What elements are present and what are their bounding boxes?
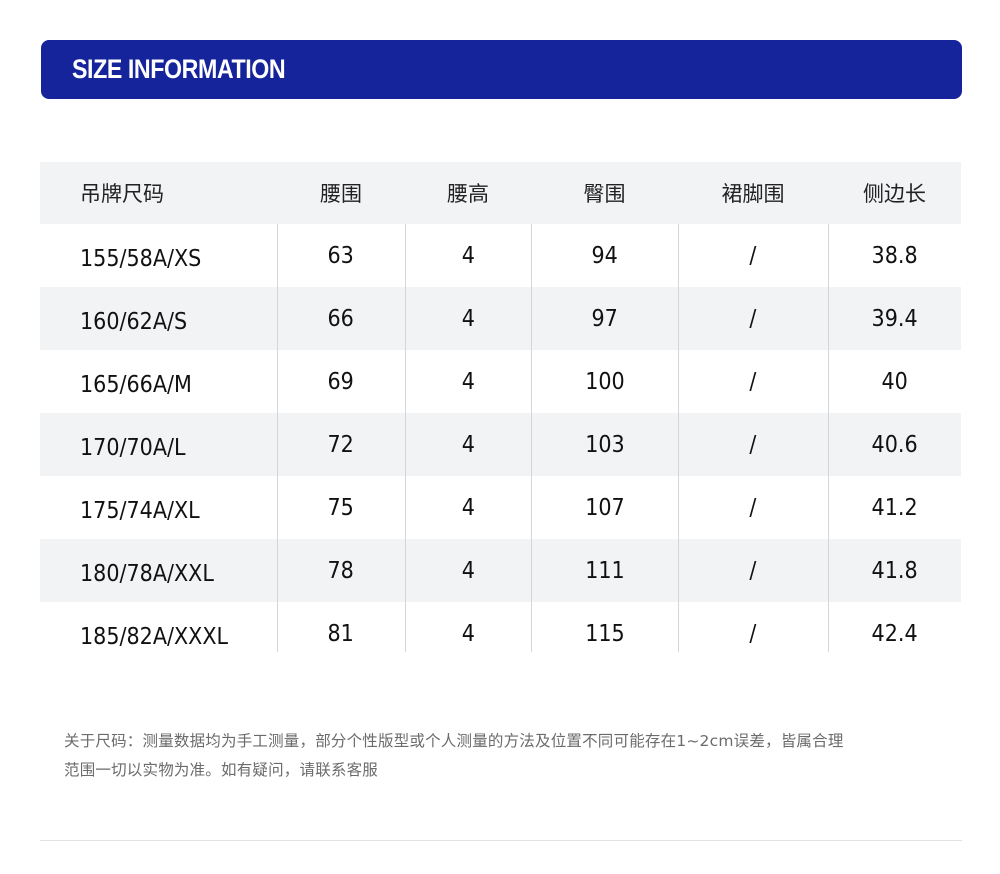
table-row: 175/74A/XL 75 4 107 / 41.2 — [40, 476, 961, 539]
hip-cell: 94 — [591, 242, 618, 269]
hem-cell: / — [749, 494, 757, 521]
size-cell: 170/70A/L — [80, 434, 186, 461]
table-row: 170/70A/L 72 4 103 / 40.6 — [40, 413, 961, 476]
side-length-cell: 41.8 — [871, 557, 918, 584]
header-hem: 裙脚围 — [721, 182, 785, 206]
side-length-cell: 38.8 — [871, 242, 918, 269]
size-cell: 155/58A/XS — [80, 245, 202, 272]
hip-cell: 107 — [584, 494, 625, 521]
size-cell: 165/66A/M — [80, 371, 192, 398]
waist-cell: 69 — [327, 368, 355, 395]
header-waist-height: 腰高 — [447, 182, 489, 206]
hip-cell: 103 — [584, 431, 625, 458]
size-cell: 185/82A/XXXL — [80, 623, 229, 650]
side-length-cell: 40.6 — [871, 431, 918, 458]
side-length-cell: 41.2 — [871, 494, 918, 521]
column-divider — [277, 224, 278, 652]
waist-height-cell: 4 — [461, 557, 475, 584]
hip-cell: 97 — [591, 305, 618, 332]
size-table: 吊牌尺码 腰围 腰高 臀围 裙脚围 侧边长 155/58A/XS 63 4 94… — [40, 162, 961, 665]
hem-cell: / — [749, 431, 757, 458]
waist-cell: 78 — [327, 557, 355, 584]
hip-cell: 100 — [584, 368, 625, 395]
waist-height-cell: 4 — [461, 431, 475, 458]
hip-cell: 115 — [584, 620, 625, 647]
side-length-cell: 39.4 — [871, 305, 918, 332]
waist-height-cell: 4 — [461, 242, 475, 269]
hem-cell: / — [749, 620, 757, 647]
side-length-cell: 42.4 — [871, 620, 918, 647]
table-row: 155/58A/XS 63 4 94 / 38.8 — [40, 224, 961, 287]
waist-height-cell: 4 — [461, 494, 475, 521]
waist-cell: 63 — [327, 242, 355, 269]
size-cell: 160/62A/S — [80, 308, 188, 335]
waist-cell: 75 — [327, 494, 355, 521]
table-row: 185/82A/XXXL 81 4 115 / 42.4 — [40, 602, 961, 665]
size-information-banner: SIZE INFORMATION — [41, 40, 962, 99]
size-cell: 175/74A/XL — [80, 497, 200, 524]
hem-cell: / — [749, 557, 757, 584]
bottom-divider — [40, 840, 962, 841]
table-row: 180/78A/XXL 78 4 111 / 41.8 — [40, 539, 961, 602]
waist-height-cell: 4 — [461, 620, 475, 647]
hem-cell: / — [749, 368, 757, 395]
side-length-cell: 40 — [881, 368, 908, 395]
hem-cell: / — [749, 242, 757, 269]
waist-cell: 66 — [327, 305, 355, 332]
waist-cell: 81 — [327, 620, 355, 647]
hem-cell: / — [749, 305, 757, 332]
column-divider — [828, 224, 829, 652]
column-divider — [678, 224, 679, 652]
header-side-length: 侧边长 — [863, 182, 926, 206]
column-divider — [531, 224, 532, 652]
size-note-line-2: 范围一切以实物为准。如有疑问，请联系客服 — [64, 761, 379, 779]
waist-height-cell: 4 — [461, 305, 475, 332]
table-row: 160/62A/S 66 4 97 / 39.4 — [40, 287, 961, 350]
waist-height-cell: 4 — [461, 368, 475, 395]
size-cell: 180/78A/XXL — [80, 560, 214, 587]
banner-title: SIZE INFORMATION — [72, 54, 286, 84]
column-divider — [405, 224, 406, 652]
size-note: 关于尺码：测量数据均为手工测量，部分个性版型或个人测量的方法及位置不同可能存在1… — [64, 727, 954, 785]
header-tag-size: 吊牌尺码 — [80, 182, 164, 206]
waist-cell: 72 — [327, 431, 355, 458]
hip-cell: 111 — [584, 557, 625, 584]
header-waist: 腰围 — [320, 182, 362, 206]
header-hip: 臀围 — [583, 182, 626, 206]
size-note-line-1: 关于尺码：测量数据均为手工测量，部分个性版型或个人测量的方法及位置不同可能存在1… — [64, 732, 844, 750]
table-header-row: 吊牌尺码 腰围 腰高 臀围 裙脚围 侧边长 — [40, 162, 961, 224]
table-row: 165/66A/M 69 4 100 / 40 — [40, 350, 961, 413]
